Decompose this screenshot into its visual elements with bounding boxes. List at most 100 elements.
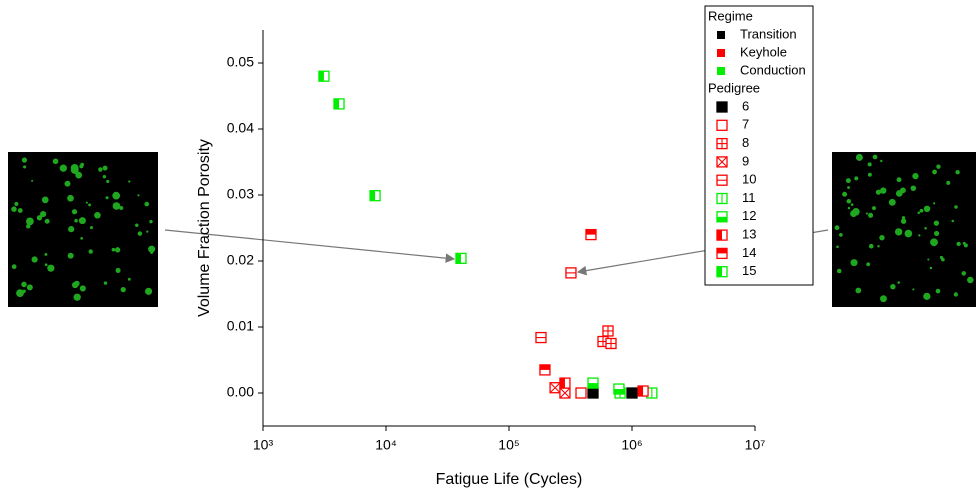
pore <box>962 271 966 275</box>
pore <box>927 259 929 261</box>
pore <box>855 288 861 294</box>
pore <box>924 227 927 230</box>
legend-title: Regime <box>708 8 753 23</box>
pore <box>80 237 83 240</box>
pore <box>876 190 881 195</box>
point <box>638 386 648 396</box>
pore <box>104 281 107 284</box>
pore <box>79 164 83 168</box>
legend-label: 9 <box>742 153 749 168</box>
pore <box>967 277 974 284</box>
pore <box>138 231 143 236</box>
pore <box>956 242 960 246</box>
pore <box>32 256 38 262</box>
point <box>606 339 616 349</box>
pore <box>850 259 857 266</box>
legend-marker <box>717 230 727 240</box>
pore <box>933 202 935 204</box>
pore <box>920 209 924 213</box>
pore <box>103 175 106 178</box>
x-tick-label: 10⁷ <box>745 437 766 453</box>
pore <box>31 180 33 182</box>
pore <box>27 284 33 290</box>
pore <box>872 206 876 210</box>
legend-marker <box>717 248 727 258</box>
point <box>614 384 624 394</box>
pore <box>89 249 93 253</box>
y-tick-label: 0.02 <box>227 252 254 268</box>
pore <box>866 262 870 266</box>
pore <box>145 288 152 295</box>
pore <box>68 253 74 259</box>
marker-fill <box>334 99 339 109</box>
pore <box>963 242 966 245</box>
pore <box>839 233 843 237</box>
pore <box>930 238 938 246</box>
pore <box>923 293 930 300</box>
micrograph-right <box>832 152 976 307</box>
pore <box>842 192 847 197</box>
pore <box>854 176 858 180</box>
legend-marker <box>717 157 727 167</box>
point <box>550 383 560 393</box>
pore <box>45 219 50 224</box>
legend-label: Keyhole <box>740 44 787 59</box>
y-tick-label: 0.04 <box>227 120 254 136</box>
marker-fill <box>540 365 550 370</box>
point <box>576 388 586 398</box>
pore <box>113 202 121 210</box>
pore <box>847 186 850 189</box>
pore <box>86 202 88 204</box>
legend-label: 13 <box>742 227 756 242</box>
marker-box <box>588 388 598 398</box>
x-tick-label: 10⁴ <box>375 437 397 453</box>
legend-label: 8 <box>742 135 749 150</box>
pore <box>137 194 139 196</box>
pore <box>128 180 130 182</box>
pore <box>79 217 86 224</box>
marker-fill <box>319 71 324 81</box>
pore <box>955 170 959 174</box>
marker-fill <box>614 389 624 394</box>
pore <box>71 164 79 172</box>
pore <box>60 165 67 172</box>
pore <box>74 219 78 223</box>
pore <box>22 290 25 293</box>
marker-fill <box>717 230 722 240</box>
pore <box>74 294 81 301</box>
marker-fill <box>588 383 598 388</box>
pore <box>930 267 933 270</box>
pore <box>912 288 914 290</box>
legend-label: 15 <box>742 263 756 278</box>
pore <box>80 285 86 291</box>
pore <box>873 155 878 160</box>
pore <box>852 208 860 216</box>
pore <box>837 269 842 274</box>
pore <box>53 158 59 164</box>
pore <box>112 248 116 252</box>
point <box>319 71 329 81</box>
pore <box>897 177 902 182</box>
pore <box>47 265 54 272</box>
pore <box>44 253 47 256</box>
pore <box>936 164 940 168</box>
marker-box <box>717 102 727 112</box>
pore <box>918 211 921 214</box>
y-tick-label: 0.05 <box>227 54 254 70</box>
pore <box>22 157 27 162</box>
pore <box>934 231 939 236</box>
pore <box>12 264 17 269</box>
legend-marker <box>717 139 727 149</box>
pore <box>954 292 958 296</box>
pore <box>72 282 78 288</box>
pore <box>67 195 74 202</box>
pore <box>932 170 937 175</box>
marker-fill <box>456 253 461 263</box>
legend-swatch <box>717 31 725 39</box>
pore <box>905 230 913 238</box>
pore <box>868 213 873 218</box>
legend-label: 14 <box>742 245 756 260</box>
marker-fill <box>717 267 722 277</box>
pore <box>88 203 91 206</box>
pore <box>954 205 957 208</box>
